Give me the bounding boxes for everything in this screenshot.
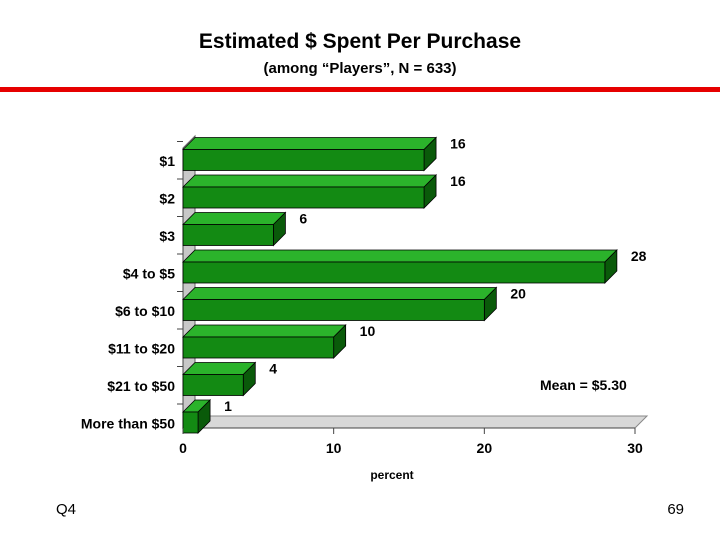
bar: [182, 224, 274, 246]
bar-top: [182, 137, 438, 150]
bar: [182, 149, 425, 171]
data-label: 6: [299, 211, 307, 227]
data-label: 1: [224, 398, 232, 414]
data-label: 16: [450, 173, 466, 189]
data-label: 10: [360, 323, 376, 339]
chart-subtitle: (among “Players”, N = 633): [263, 60, 457, 77]
category-label: $2: [159, 191, 175, 207]
bar-top: [182, 249, 618, 263]
x-tick-label: 20: [477, 440, 493, 456]
bar: [182, 411, 199, 434]
footer-section-label: Q4: [56, 501, 77, 518]
data-label: 16: [450, 136, 466, 152]
bar-top: [182, 212, 287, 225]
bar-top: [182, 287, 498, 300]
category-label: More than $50: [81, 416, 175, 432]
bar: [182, 261, 606, 284]
category-label: $4 to $5: [123, 266, 175, 282]
category-label: $3: [159, 228, 175, 244]
axis-floor: [181, 415, 649, 429]
x-tick-label: 30: [627, 440, 643, 456]
data-label: 4: [269, 361, 277, 377]
x-tick-label: 0: [179, 440, 187, 456]
bar-top: [182, 174, 438, 188]
bar-top: [182, 362, 257, 375]
data-label: 20: [510, 286, 526, 302]
category-label: $1: [159, 153, 175, 169]
x-tick-label: 10: [326, 440, 342, 456]
page-number: 69: [667, 501, 684, 518]
bar: [182, 374, 244, 396]
bar: [182, 186, 425, 209]
data-label: 28: [631, 248, 647, 264]
bar: [182, 336, 335, 359]
chart-title: Estimated $ Spent Per Purchase: [198, 30, 522, 53]
mean-annotation: Mean = $5.30: [540, 377, 627, 393]
category-label: $21 to $50: [107, 378, 175, 394]
bar-top: [182, 324, 347, 338]
title-divider: [0, 87, 720, 92]
category-label: $11 to $20: [108, 341, 175, 357]
x-axis-title: percent: [370, 468, 413, 482]
bar: [182, 299, 485, 321]
category-label: $6 to $10: [115, 303, 175, 319]
